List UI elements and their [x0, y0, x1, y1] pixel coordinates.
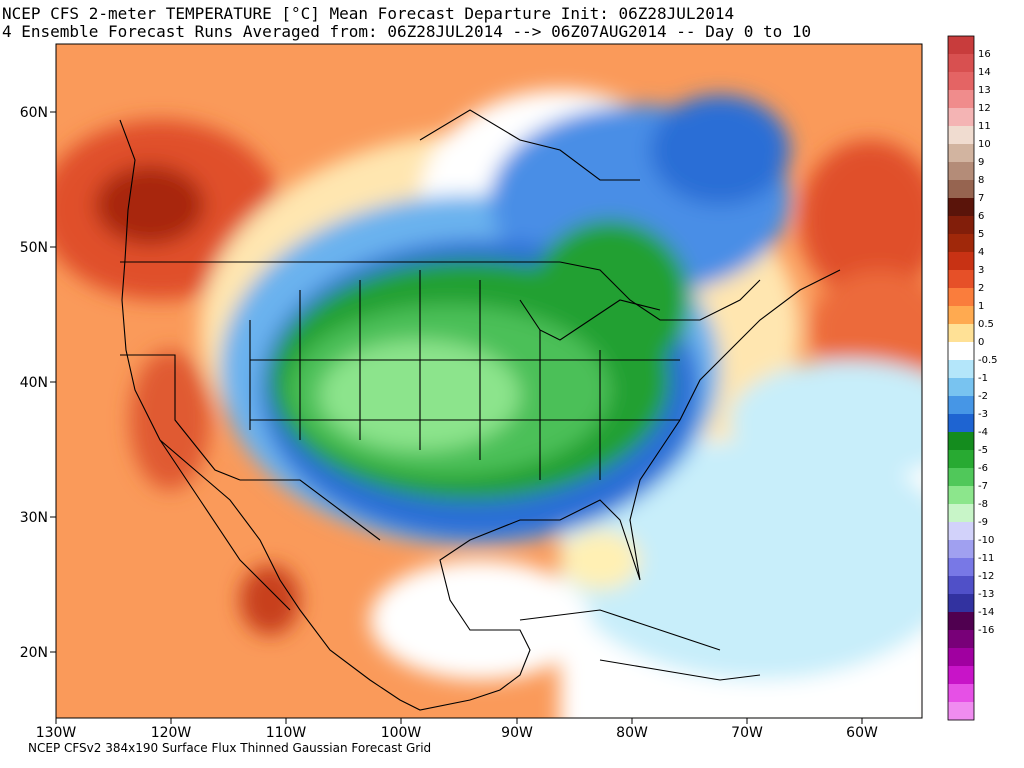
colorbar-label: -12: [978, 571, 994, 582]
colorbar-label: -4: [978, 427, 988, 438]
colorbar-swatch: [948, 702, 974, 721]
colorbar-label: 6: [978, 211, 984, 222]
lat-label: 30N: [20, 510, 48, 526]
colorbar-swatch: [948, 180, 974, 199]
lat-label: 40N: [20, 375, 48, 391]
colorbar-swatch: [948, 486, 974, 505]
colorbar-label: -9: [978, 517, 988, 528]
colorbar-swatch: [948, 522, 974, 541]
colorbar-swatch: [948, 144, 974, 163]
colorbar-label: -13: [978, 589, 994, 600]
colorbar-label: -5: [978, 445, 988, 456]
colorbar-label: 13: [978, 85, 991, 96]
lon-label: 70W: [731, 725, 763, 741]
colorbar-label: 16: [978, 49, 991, 60]
colorbar-swatch: [948, 414, 974, 433]
colorbar-swatch: [948, 612, 974, 631]
colorbar-swatch: [948, 576, 974, 595]
footer-caption: NCEP CFSv2 384x190 Surface Flux Thinned …: [28, 741, 432, 755]
longitude-axis: [55, 718, 863, 724]
colorbar-label: -11: [978, 553, 994, 564]
lon-label: 90W: [501, 725, 533, 741]
colorbar-swatch: [948, 594, 974, 613]
colorbar-frame: [947, 35, 975, 721]
colorbar-swatch: [948, 378, 974, 397]
colorbar-swatch: [948, 450, 974, 469]
colorbar-label: -10: [978, 535, 994, 546]
colorbar-label: -6: [978, 463, 988, 474]
colorbar-label: 9: [978, 157, 984, 168]
colorbar-label: 7: [978, 193, 984, 204]
temperature-anomaly-field: [56, 44, 922, 718]
colorbar-swatch: [948, 270, 974, 289]
colorbar-swatch: [948, 108, 974, 127]
colorbar-swatch: [948, 630, 974, 649]
colorbar-label: -8: [978, 499, 988, 510]
lat-label: 50N: [20, 240, 48, 256]
lon-label: 60W: [846, 725, 878, 741]
colorbar-swatch: [948, 72, 974, 91]
coastlines-and-borders: [119, 109, 841, 711]
colorbar-swatch: [948, 90, 974, 109]
colorbar-label: -2: [978, 391, 988, 402]
colorbar-swatch: [948, 540, 974, 559]
colorbar-swatch: [948, 252, 974, 271]
lat-label: 60N: [20, 105, 48, 121]
colorbar-swatch: [948, 504, 974, 523]
colorbar-swatch: [948, 558, 974, 577]
colorbar-swatch: [948, 396, 974, 415]
lon-label: 110W: [266, 725, 307, 741]
lon-label: 120W: [151, 725, 192, 741]
colorbar-label: 3: [978, 265, 984, 276]
colorbar-swatch: [948, 288, 974, 307]
colorbar-swatch: [948, 648, 974, 667]
colorbar-label: -7: [978, 481, 988, 492]
title-line-1: NCEP CFS 2-meter TEMPERATURE [°C] Mean F…: [2, 4, 735, 23]
colorbar-label: -3: [978, 409, 988, 420]
colorbar-swatch: [948, 468, 974, 487]
colorbar-swatch: [948, 684, 974, 703]
colorbar-label: 4: [978, 247, 984, 258]
colorbar-swatch: [948, 54, 974, 73]
lon-label: 130W: [36, 725, 77, 741]
colorbar-swatch: [948, 360, 974, 379]
colorbar-label: 1: [978, 301, 984, 312]
colorbar-swatch: [948, 126, 974, 145]
colorbar-label: 0: [978, 337, 984, 348]
colorbar-swatch: [948, 36, 974, 55]
colorbar-swatch: [948, 234, 974, 253]
colorbar-label: 12: [978, 103, 991, 114]
colorbar-swatch: [948, 432, 974, 451]
colorbar-label: -16: [978, 625, 994, 636]
colorbar-swatch: [948, 216, 974, 235]
latitude-axis: [50, 111, 56, 653]
colorbar-swatch: [948, 162, 974, 181]
colorbar-label: -0.5: [978, 355, 998, 366]
colorbar-label: 14: [978, 67, 991, 78]
colorbar-swatch: [948, 306, 974, 325]
title-line-2: 4 Ensemble Forecast Runs Averaged from: …: [2, 22, 812, 41]
colorbar-swatch: [948, 342, 974, 361]
colorbar: 16 14 13 12 11 10 9 8 7 6 5 4 3 2 1 0.5 0 -0.5 -1 -2 -3 -4 -5 -…: [947, 35, 998, 721]
colorbar-swatch: [948, 324, 974, 343]
colorbar-label: -1: [978, 373, 988, 384]
colorbar-label: 5: [978, 229, 984, 240]
lon-label: 100W: [381, 725, 422, 741]
lat-label: 20N: [20, 645, 48, 661]
colorbar-label: 2: [978, 283, 984, 294]
colorbar-swatch: [948, 198, 974, 217]
colorbar-swatch: [948, 666, 974, 685]
colorbar-label: 11: [978, 121, 991, 132]
colorbar-label: -14: [978, 607, 994, 618]
lon-label: 80W: [616, 725, 648, 741]
colorbar-label: 0.5: [978, 319, 994, 330]
colorbar-label: 8: [978, 175, 984, 186]
colorbar-label: 10: [978, 139, 991, 150]
plot-frame: [55, 43, 923, 719]
